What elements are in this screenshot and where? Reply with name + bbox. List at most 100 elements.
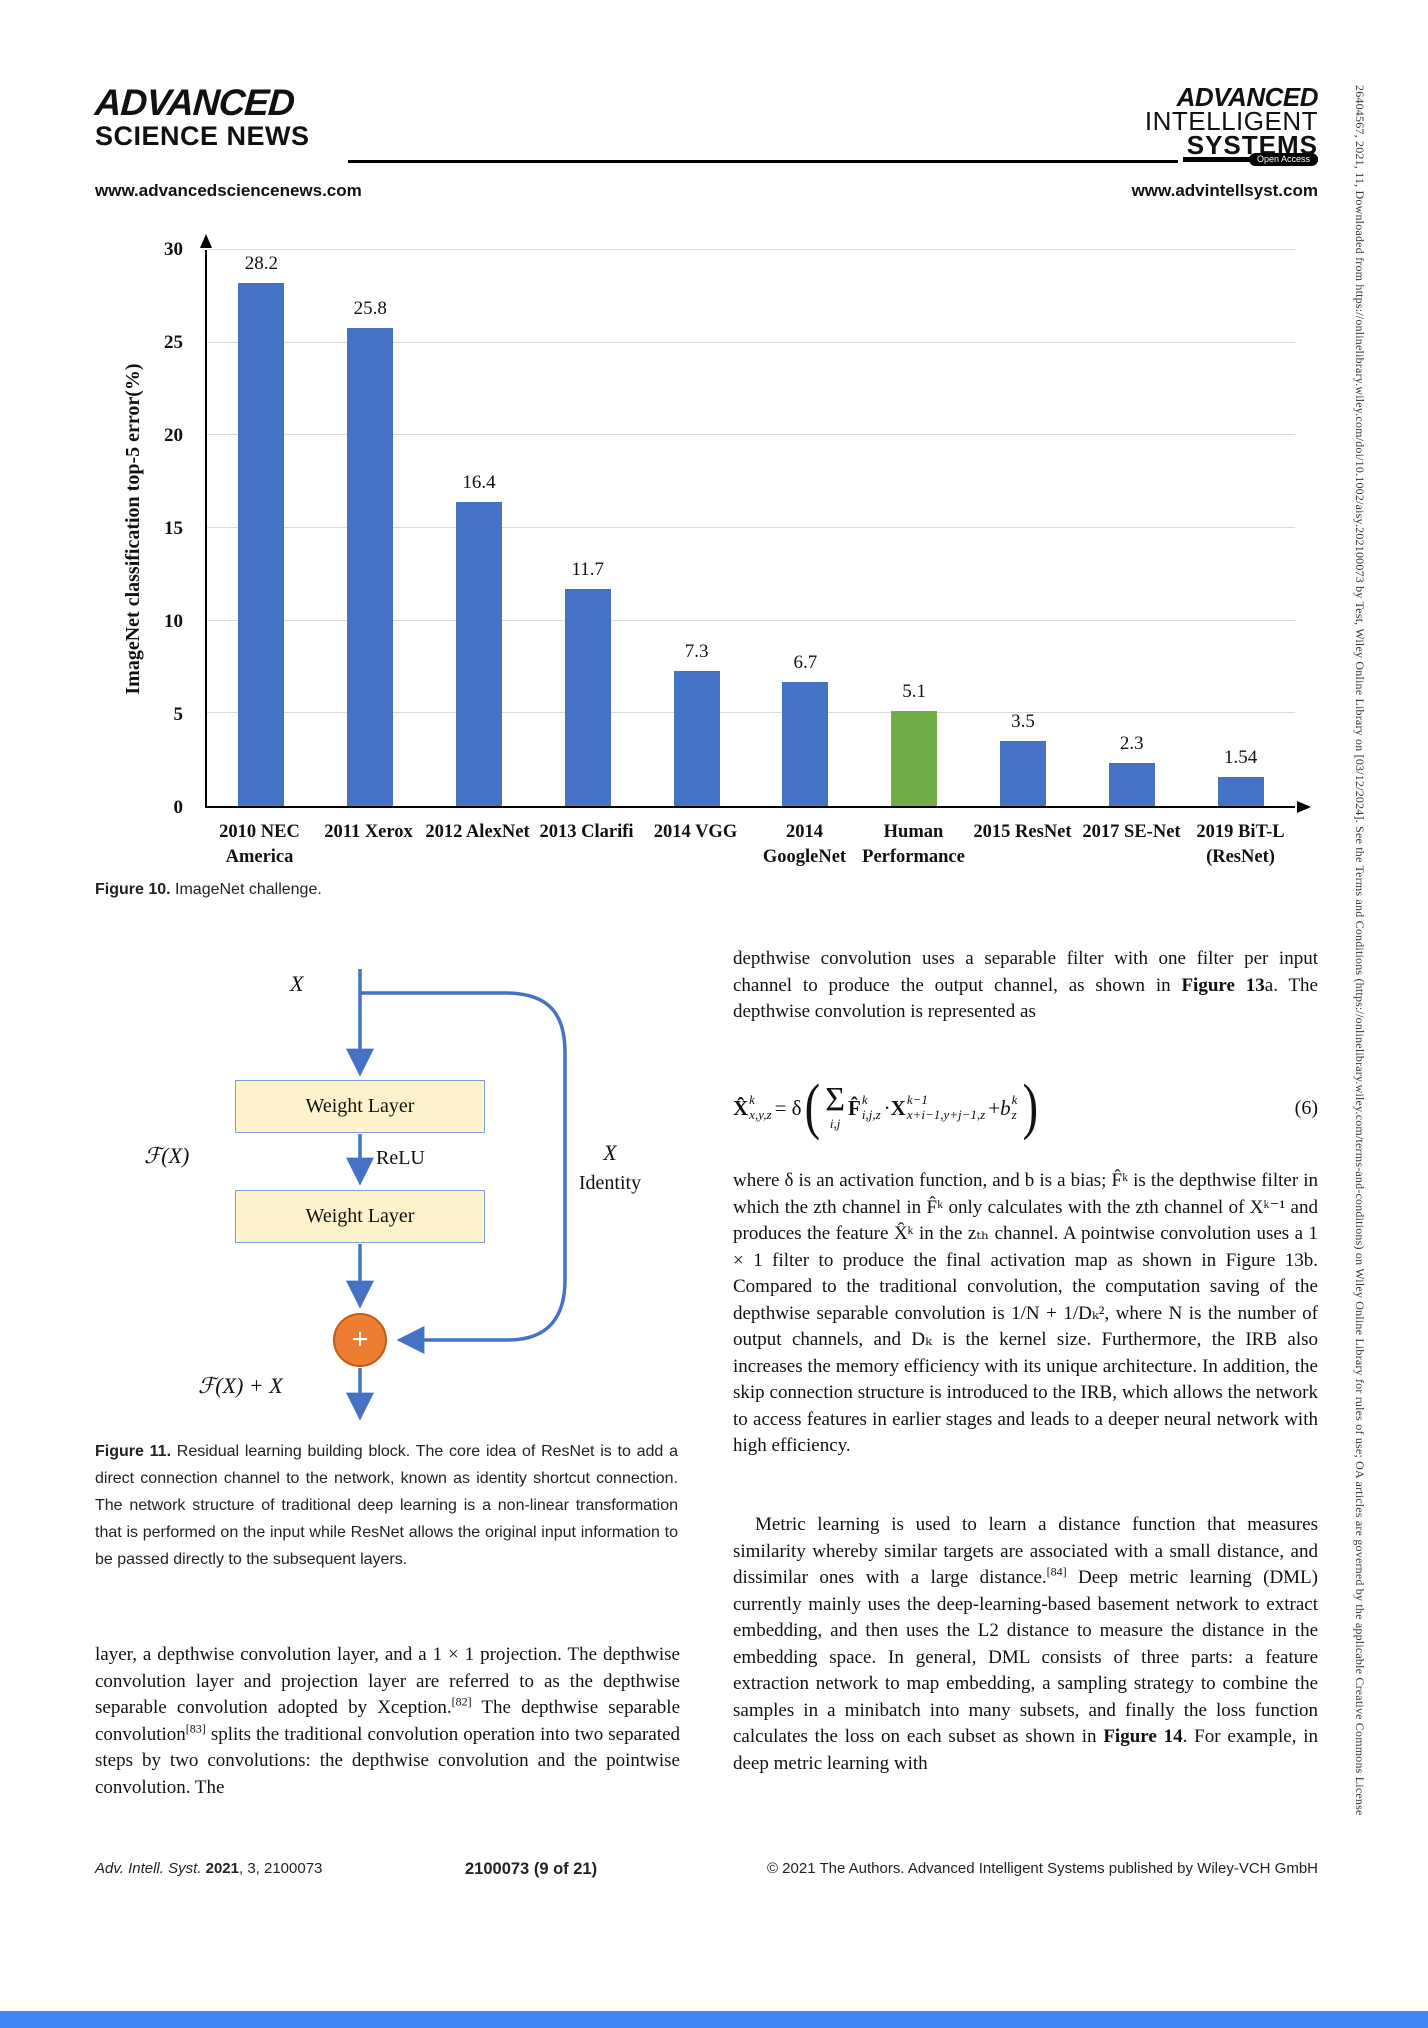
gridline [207, 619, 1295, 621]
gridline [207, 249, 1295, 250]
bar-value-label: 28.2 [244, 253, 279, 275]
bar-series [999, 741, 1046, 806]
eq-dot: · [883, 1095, 891, 1120]
weight-layer-box-1: Weight Layer [235, 1080, 485, 1133]
logo-left-line1: ADVANCED [93, 82, 296, 123]
category-label: 2014 VGG [653, 822, 738, 842]
figure10-caption-label: Figure 10. [95, 881, 171, 898]
eq-paren-close: ) [1022, 1073, 1039, 1142]
category-label: 2012 AlexNet [425, 822, 530, 842]
identity-x: X [603, 1140, 617, 1165]
right-column-paragraph-2: where δ is an activation function, and b… [733, 1170, 1318, 1456]
left-column-paragraph: layer, a depthwise convolution layer, an… [95, 1642, 680, 1801]
eq-lhs: X̂ [733, 1095, 749, 1120]
figure-reference[interactable]: Figure 14 [1103, 1726, 1183, 1747]
citation-ref[interactable]: [83] [185, 1721, 206, 1736]
logo-right-line2: INTELLIGENT [1144, 105, 1318, 136]
bar-slot: 5.1 [860, 250, 969, 806]
bar-series [1217, 777, 1264, 806]
addition-node: + [333, 1313, 387, 1367]
footer-copyright: © 2021 The Authors. Advanced Intelligent… [766, 1860, 1318, 1877]
eq-filter-term: F̂ [848, 1095, 861, 1120]
gridline [207, 712, 1295, 714]
bar-value-label: 11.7 [571, 559, 605, 581]
text-segment: depthwise convolution uses a separable f… [733, 948, 1318, 996]
weight-layer-box-2: Weight Layer [235, 1190, 485, 1243]
text-segment: . For example, in deep metric learning w… [733, 1726, 1318, 1774]
figure11-caption-label: Figure 11. [95, 1443, 172, 1460]
y-tick-label: 15 [164, 518, 183, 539]
bar-series [673, 670, 720, 806]
category-label: 2015 ResNet [973, 822, 1072, 842]
eq-paren-open: ( [804, 1073, 820, 1142]
y-axis-ticks: 0 5 10 15 20 25 30 [100, 239, 195, 818]
citation-ref[interactable]: [84] [1046, 1564, 1067, 1579]
figure11-caption-text: Residual learning building block. The co… [95, 1443, 678, 1568]
y-tick-label: 20 [164, 425, 183, 446]
text-segment: splits the traditional convolution opera… [95, 1723, 680, 1798]
input-x-label: X [290, 971, 304, 996]
x-axis-arrow-icon [1297, 801, 1311, 813]
category-label: 2017 SE-Net [1082, 822, 1181, 842]
gridline [207, 341, 1295, 343]
identity-word: Identity [578, 1172, 642, 1194]
right-column-paragraph-3: Metric learning is used to learn a dista… [733, 1512, 1318, 1777]
citation-ref[interactable]: [82] [451, 1694, 472, 1709]
x-axis-category-labels: 2010 NEC America 2011 Xerox 2012 AlexNet 201… [205, 820, 1295, 870]
left-site-url[interactable]: www.advancedsciencenews.com [95, 181, 362, 200]
category-label: Human Performance [862, 822, 965, 867]
bar-value-label: 3.5 [1011, 711, 1035, 733]
bar-value-label: 16.4 [462, 472, 496, 494]
bar-slot: 2.3 [1077, 250, 1186, 806]
eq-bias-term: b [1000, 1095, 1011, 1120]
bar-series [1108, 763, 1155, 806]
y-tick-label: 25 [164, 332, 183, 353]
category-label: 2011 Xerox [324, 822, 413, 842]
gridline [207, 527, 1295, 528]
text-segment: Metric learning is used to learn a dista… [733, 1514, 1318, 1588]
bar-slot: 28.2 [207, 250, 316, 806]
y-tick-label: 10 [164, 611, 183, 632]
footer-citation: Adv. Intell. Syst. 2021, 3, 2100073 [95, 1860, 323, 1877]
text-segment: Deep metric learning (DML) currently mai… [733, 1567, 1318, 1747]
residual-block-diagram: Weight Layer Weight Layer + X ℱ(X) ReLU … [110, 955, 670, 1430]
open-access-badge: Open Access [1248, 153, 1318, 166]
bar-slot: 3.5 [969, 250, 1078, 806]
bars-row: 28.2 25.8 16.4 11.7 7.3 6.7 5.1 3.5 2.3 1.54 [207, 250, 1295, 806]
right-site-url[interactable]: www.advintellsyst.com [1131, 181, 1318, 200]
equation-number: (6) [1294, 1096, 1318, 1119]
viewer-bottom-bar [0, 2011, 1428, 2028]
advanced-science-news-logo: ADVANCED SCIENCE NEWS [93, 82, 310, 150]
download-license-note: 26404567, 2021, 11, Downloaded from http… [1353, 85, 1367, 1816]
identity-label: X Identity [560, 1140, 660, 1195]
footer-page-number: 2100073 (9 of 21) [465, 1860, 598, 1878]
y-tick-label: 5 [173, 704, 184, 725]
figure10-caption-text: ImageNet challenge. [170, 881, 322, 898]
text-segment: layer, a depthwise convolution layer, an… [95, 1644, 680, 1718]
bar-series [564, 589, 611, 806]
figure-reference[interactable]: Figure 13 [1181, 974, 1265, 996]
eq-input-term: X [890, 1095, 906, 1120]
text-segment: a. The depthwise convolution is represen… [733, 974, 1318, 1023]
chart-plot: 28.2 25.8 16.4 11.7 7.3 6.7 5.1 3.5 2.3 1.54 [200, 234, 1311, 813]
logo-right-line1: ADVANCED [1176, 82, 1319, 112]
bar-value-label: 1.54 [1223, 747, 1258, 769]
bar-series [782, 681, 829, 806]
bar-series [455, 502, 502, 806]
category-label: 2010 NEC America [219, 822, 300, 867]
y-tick-label: 0 [173, 797, 184, 818]
bar-value-label: 25.8 [353, 297, 387, 319]
y-axis-arrow-icon [200, 234, 212, 248]
output-label: ℱ(X) + X [198, 1373, 283, 1398]
y-tick-label: 30 [164, 239, 183, 260]
eq-equals: = δ [774, 1095, 802, 1120]
bar-slot: 11.7 [533, 250, 642, 806]
category-label: 2013 Clarifi [539, 822, 634, 842]
bar-series [238, 283, 285, 806]
figure10-caption: Figure 10. ImageNet challenge. [95, 876, 695, 903]
bar-slot: 1.54 [1186, 250, 1295, 806]
bar-slot: 6.7 [751, 250, 860, 806]
diagram-arrows [346, 969, 567, 1421]
